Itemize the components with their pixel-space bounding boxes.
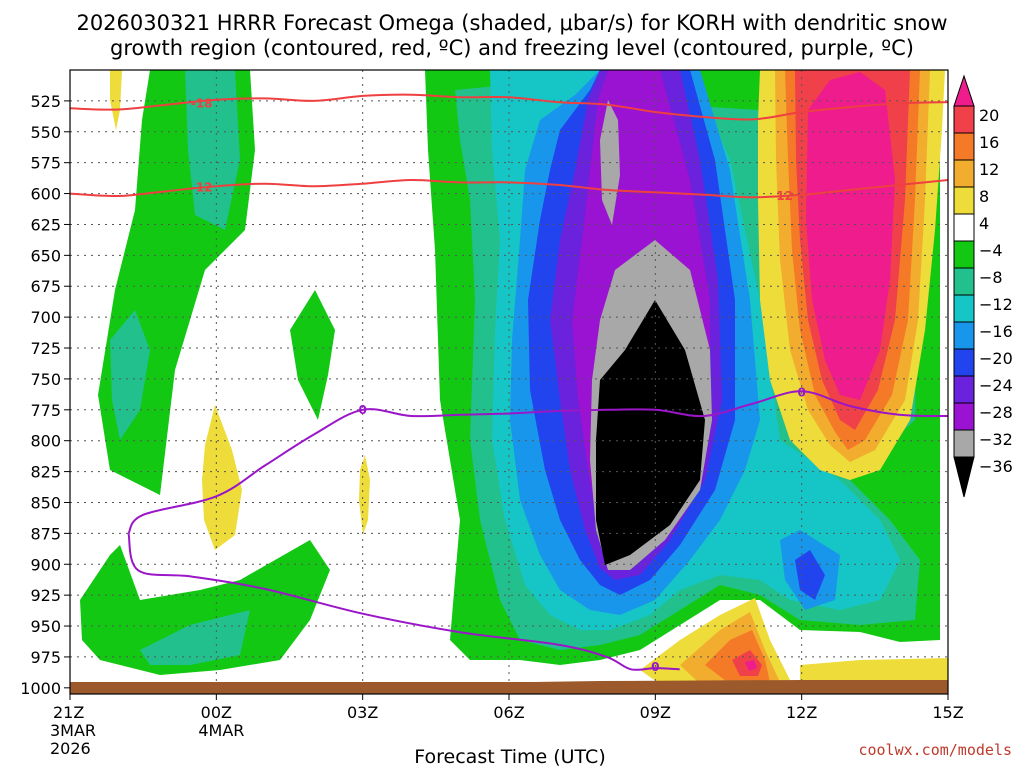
x-tick-label-15Z: 15Z	[932, 703, 963, 722]
omega-shaded-field	[80, 70, 948, 686]
contour-label-minus18: -18	[191, 96, 213, 110]
y-tick-label-625: 625	[30, 215, 61, 234]
colorbar-swatch-16	[953, 105, 975, 134]
y-tick-label-525: 525	[30, 92, 61, 111]
y-tick-label-925: 925	[30, 586, 61, 605]
colorbar-swatch-12	[953, 132, 975, 161]
freezing-label-b: 0	[651, 660, 659, 674]
colorbar-top-arrow	[953, 74, 975, 107]
colorbar-swatch--28	[953, 375, 975, 404]
omega-shade-teal-2	[140, 610, 250, 665]
freezing-level-contour	[127, 390, 948, 535]
omega-shade-pink-1	[745, 660, 757, 671]
colorbar: 20 16 12 8 4 −4 −8 −12 −16 −20 −24 −28 −32 −36	[953, 74, 1013, 498]
y-tick-label-750: 750	[30, 370, 61, 389]
colorbar-swatch--16	[953, 294, 975, 323]
colorbar-label-10: −24	[979, 376, 1013, 395]
colorbar-label-3: 8	[979, 187, 989, 206]
colorbar-swatch--24	[953, 348, 975, 377]
colorbar-label-12: −32	[979, 430, 1013, 449]
omega-shade-yellow-0	[110, 70, 122, 130]
y-axis-pressure: 525 550 575 600 625 650 675 700 725 750 775 800 825 8…	[20, 92, 70, 698]
y-tick-label-650: 650	[30, 246, 61, 265]
y-tick-label-550: 550	[30, 123, 61, 142]
x-tick-sublabel-4MAR: 4MAR	[198, 721, 244, 740]
y-tick-label-850: 850	[30, 493, 61, 512]
x-axis-title: Forecast Time (UTC)	[414, 746, 605, 768]
y-tick-label-875: 875	[30, 524, 61, 543]
contour-labels: -18 -12 -12 0 0 0	[191, 96, 806, 674]
colorbar-label-13: −36	[979, 457, 1013, 476]
x-tick-label-21Z: 21Z	[53, 703, 84, 722]
colorbar-swatch--20	[953, 321, 975, 350]
y-tick-label-900: 900	[30, 555, 61, 574]
chart-title-line1: 2026030321 HRRR Forecast Omega (shaded, …	[76, 11, 947, 35]
y-tick-label-950: 950	[30, 617, 61, 636]
credit-text: coolwx.com/models	[858, 741, 1012, 759]
x-tick-sublabel-2026: 2026	[50, 739, 91, 758]
freezing-label-a: 0	[358, 403, 366, 417]
plot-grid	[70, 70, 948, 694]
contour-lines	[70, 93, 948, 671]
colorbar-label-8: −16	[979, 322, 1013, 341]
colorbar-label-7: −12	[979, 295, 1013, 314]
omega-shade-teal-1	[110, 310, 150, 440]
colorbar-swatch--32	[953, 402, 975, 431]
y-tick-label-775: 775	[30, 401, 61, 420]
x-tick-sublabel-3MAR: 3MAR	[50, 721, 96, 740]
dendritic-contour--18	[70, 93, 948, 121]
x-tick-label-00Z: 00Z	[201, 703, 232, 722]
omega-shade-yellow-2	[359, 455, 370, 535]
omega-shade-green-3	[290, 290, 335, 420]
freezing-level-contour-lower	[127, 533, 680, 671]
omega-region-black	[596, 300, 705, 565]
colorbar-swatch--8	[953, 240, 975, 269]
omega-shade-blue-1	[795, 550, 825, 600]
x-tick-label-09Z: 09Z	[640, 703, 671, 722]
omega-shade-black-0	[596, 300, 705, 565]
colorbar-label-9: −20	[979, 349, 1013, 368]
colorbar-label-0: 20	[979, 106, 999, 125]
colorbar-label-6: −8	[979, 268, 1003, 287]
x-tick-label-06Z: 06Z	[493, 703, 524, 722]
ground-terrain-top	[70, 680, 948, 694]
x-tick-label-03Z: 03Z	[347, 703, 378, 722]
freezing-label-c: 0	[797, 386, 805, 400]
x-tick-label-12Z: 12Z	[786, 703, 817, 722]
y-tick-label-600: 600	[30, 185, 61, 204]
y-tick-label-975: 975	[30, 648, 61, 667]
omega-shade-teal-0	[185, 70, 240, 230]
omega-shade-pink-0	[806, 72, 895, 400]
y-tick-label-575: 575	[30, 154, 61, 173]
y-tick-label-800: 800	[30, 432, 61, 451]
chart-title-line2: growth region (contoured, red, ºC) and f…	[110, 36, 914, 60]
colorbar-label-2: 12	[979, 160, 999, 179]
colorbar-swatch--12	[953, 267, 975, 296]
colorbar-swatch-4	[953, 186, 975, 215]
y-tick-label-675: 675	[30, 277, 61, 296]
colorbar-swatch-8	[953, 159, 975, 188]
colorbar-label-1: 16	[979, 133, 999, 152]
omega-shade-green-2	[80, 540, 330, 675]
y-tick-label-825: 825	[30, 463, 61, 482]
contour-label-minus12-a: -12	[191, 180, 213, 194]
colorbar-label-11: −28	[979, 403, 1013, 422]
omega-region-positive	[110, 70, 948, 686]
omega-shade-yellow-5	[800, 658, 948, 684]
contour-label-minus12-b: -12	[771, 189, 793, 203]
y-tick-label-1000: 1000	[20, 679, 61, 698]
colorbar-label-5: −4	[979, 241, 1003, 260]
colorbar-label-4: 4	[979, 214, 989, 233]
colorbar-swatch--36	[953, 429, 975, 458]
y-tick-label-700: 700	[30, 308, 61, 327]
omega-shade-yellow-1	[202, 405, 242, 550]
colorbar-swatch--4	[953, 213, 975, 242]
y-tick-label-725: 725	[30, 339, 61, 358]
dendritic-contour--12	[70, 178, 948, 199]
colorbar-bottom-arrow	[953, 456, 975, 498]
